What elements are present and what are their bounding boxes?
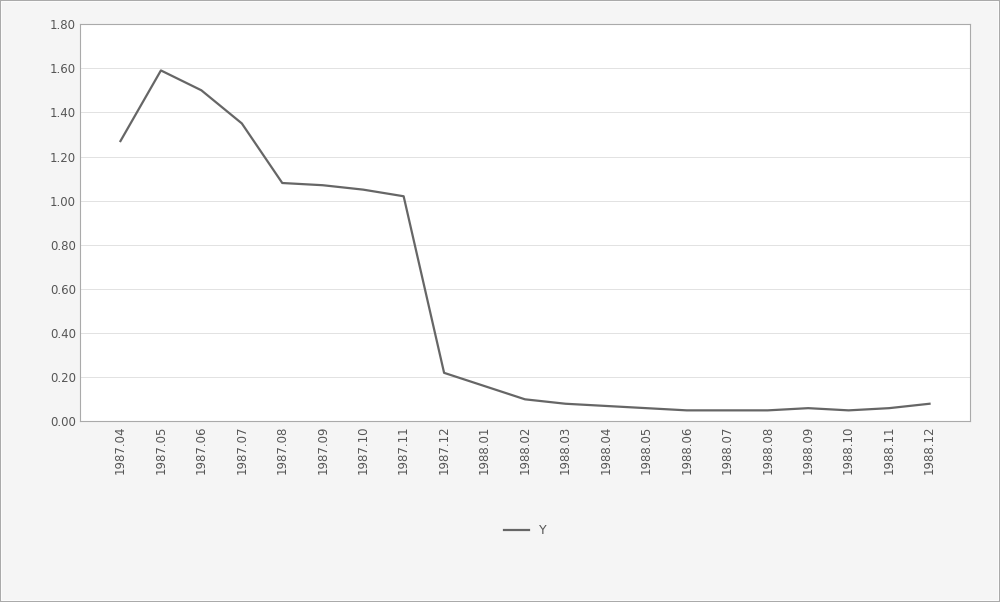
Y: [883, 405, 895, 412]
Y: [114, 137, 126, 144]
Y: [640, 405, 652, 412]
Y: [519, 396, 531, 403]
Y: [317, 182, 329, 189]
Y: [195, 87, 207, 94]
Line: Y: Y: [120, 70, 930, 411]
Y: [762, 407, 774, 414]
Y: [843, 407, 855, 414]
Y: [357, 186, 369, 193]
Y: [438, 369, 450, 376]
Y: [802, 405, 814, 412]
Y: [236, 120, 248, 127]
Y: [600, 402, 612, 409]
Y: [479, 382, 491, 389]
Y: [155, 67, 167, 74]
Legend: Y: Y: [499, 520, 551, 542]
Y: [721, 407, 733, 414]
Y: [924, 400, 936, 408]
Y: [681, 407, 693, 414]
Y: [276, 179, 288, 187]
Y: [398, 193, 410, 200]
Y: [559, 400, 571, 408]
